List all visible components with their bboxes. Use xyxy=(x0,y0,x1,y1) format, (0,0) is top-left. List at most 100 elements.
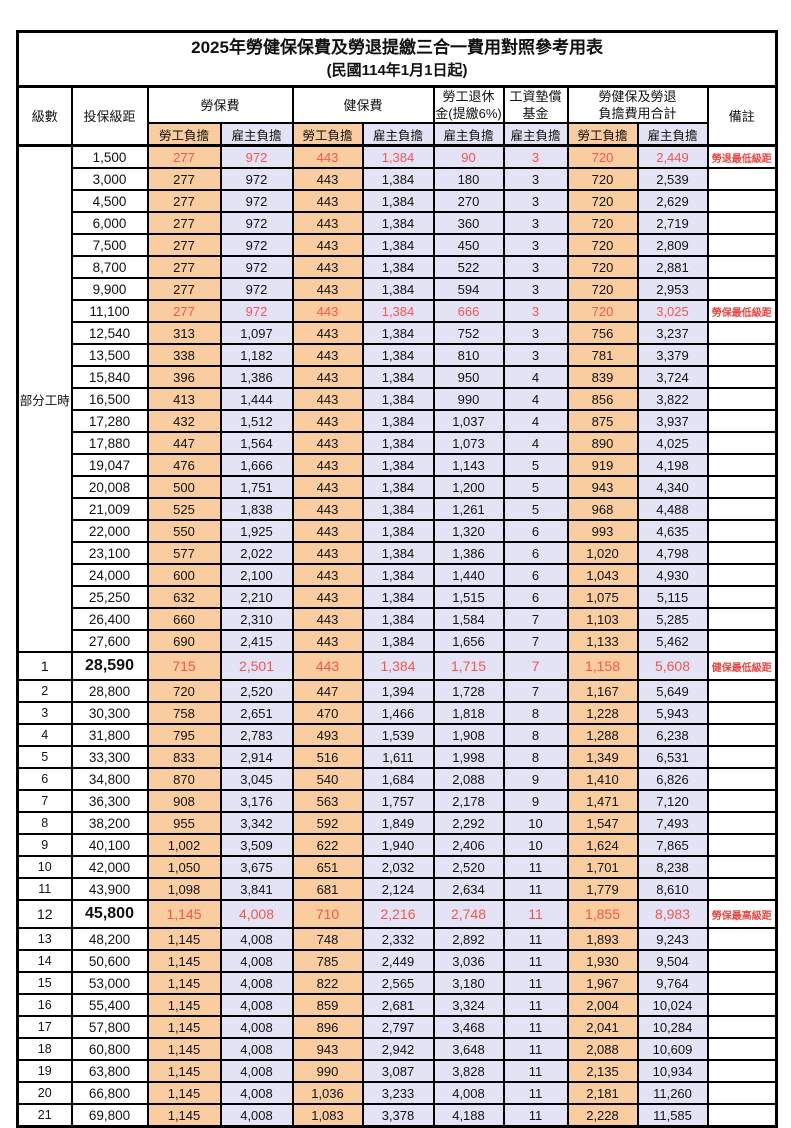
labor-employer-cell: 4,008 xyxy=(219,1081,294,1105)
pension-employer-cell: 1,715 xyxy=(432,651,505,681)
pension-employer-cell: 3,180 xyxy=(432,971,505,995)
health-employer-cell: 1,384 xyxy=(361,497,435,521)
total-employee-cell: 1,930 xyxy=(566,949,639,973)
remark-cell xyxy=(706,767,778,791)
total-employer-cell: 11,260 xyxy=(636,1081,709,1105)
remark-cell xyxy=(706,453,778,477)
remark-cell xyxy=(706,723,778,747)
labor-employee-cell: 277 xyxy=(146,277,222,301)
remark-cell xyxy=(706,833,778,857)
remark-cell xyxy=(706,497,778,521)
labor-employer-cell: 3,045 xyxy=(219,767,294,791)
remark-cell: 勞保最低級距 xyxy=(706,299,778,323)
health-employee-cell: 443 xyxy=(291,321,364,345)
remark-cell xyxy=(706,277,778,301)
fund-employer-cell: 9 xyxy=(502,789,569,813)
total-employer-cell: 5,285 xyxy=(636,607,709,631)
pension-employer-cell: 1,584 xyxy=(432,607,505,631)
health-employee-cell: 443 xyxy=(291,651,364,681)
total-employee-cell: 875 xyxy=(566,409,639,433)
table-row: 3 30,300 758 2,651 470 1,466 1,818 8 1,228 5,943 xyxy=(16,701,778,725)
pension-employer-cell: 950 xyxy=(432,365,505,389)
fund-employer-cell: 11 xyxy=(502,949,569,973)
total-employer-cell: 4,798 xyxy=(636,541,709,565)
labor-employee-cell: 396 xyxy=(146,365,222,389)
health-employee-cell: 493 xyxy=(291,723,364,747)
health-employer-cell: 2,449 xyxy=(361,949,435,973)
bracket-cell: 33,300 xyxy=(70,745,149,769)
total-employer-cell: 10,024 xyxy=(636,993,709,1017)
bracket-cell: 13,500 xyxy=(70,343,149,367)
bracket-cell: 8,700 xyxy=(70,255,149,279)
labor-employee-cell: 550 xyxy=(146,519,222,543)
health-employer-cell: 1,384 xyxy=(361,431,435,455)
bracket-cell: 24,000 xyxy=(70,563,149,587)
health-employer-cell: 2,216 xyxy=(361,899,435,929)
pension-employer-cell: 3,648 xyxy=(432,1037,505,1061)
pension-employer-cell: 2,406 xyxy=(432,833,505,857)
health-employer-cell: 1,384 xyxy=(361,321,435,345)
total-employee-cell: 756 xyxy=(566,321,639,345)
health-employer-cell: 2,942 xyxy=(361,1037,435,1061)
health-employee-cell: 1,083 xyxy=(291,1103,364,1128)
bracket-cell: 60,800 xyxy=(70,1037,149,1061)
total-employer-cell: 2,953 xyxy=(636,277,709,301)
health-employer-cell: 1,384 xyxy=(361,277,435,301)
labor-employee-cell: 1,145 xyxy=(146,949,222,973)
health-employee-cell: 785 xyxy=(291,949,364,973)
labor-employer-cell: 1,925 xyxy=(219,519,294,543)
remark-cell xyxy=(706,1059,778,1083)
subheader-total-employer: 雇主負擔 xyxy=(636,122,709,147)
fund-employer-cell: 11 xyxy=(502,1059,569,1083)
labor-employee-cell: 833 xyxy=(146,745,222,769)
subheader-total-employee: 勞工負擔 xyxy=(566,122,639,147)
total-employer-cell: 7,120 xyxy=(636,789,709,813)
health-employee-cell: 443 xyxy=(291,453,364,477)
bracket-cell: 53,000 xyxy=(70,971,149,995)
labor-employer-cell: 2,415 xyxy=(219,629,294,653)
health-employer-cell: 1,384 xyxy=(361,541,435,565)
pension-employer-cell: 1,728 xyxy=(432,679,505,703)
health-employee-cell: 443 xyxy=(291,299,364,323)
table-row: 13 48,200 1,145 4,008 748 2,332 2,892 11 1,893 9,… xyxy=(16,927,778,951)
labor-employee-cell: 577 xyxy=(146,541,222,565)
total-employee-cell: 1,349 xyxy=(566,745,639,769)
health-employer-cell: 3,087 xyxy=(361,1059,435,1083)
fund-employer-cell: 7 xyxy=(502,629,569,653)
remark-cell xyxy=(706,1081,778,1105)
labor-employee-cell: 277 xyxy=(146,144,222,169)
total-employee-cell: 1,075 xyxy=(566,585,639,609)
remark-cell xyxy=(706,431,778,455)
health-employee-cell: 748 xyxy=(291,927,364,951)
fund-employer-cell: 4 xyxy=(502,431,569,455)
total-employer-cell: 8,610 xyxy=(636,877,709,901)
table-row: 9,900 277 972 443 1,384 594 3 720 2,953 xyxy=(18,277,778,301)
labor-employee-cell: 690 xyxy=(146,629,222,653)
remark-cell xyxy=(706,745,778,769)
health-employer-cell: 1,384 xyxy=(361,585,435,609)
remark-cell xyxy=(706,585,778,609)
total-employer-cell: 10,934 xyxy=(636,1059,709,1083)
health-employer-cell: 1,384 xyxy=(361,365,435,389)
health-employer-cell: 1,539 xyxy=(361,723,435,747)
bracket-cell: 19,047 xyxy=(70,453,149,477)
subheader-health-employee: 勞工負擔 xyxy=(291,122,364,147)
total-employee-cell: 1,167 xyxy=(566,679,639,703)
remark-cell xyxy=(706,167,778,191)
labor-employee-cell: 277 xyxy=(146,189,222,213)
bracket-cell: 34,800 xyxy=(70,767,149,791)
remark-cell xyxy=(706,679,778,703)
bracket-cell: 69,800 xyxy=(70,1103,149,1128)
total-employer-cell: 2,449 xyxy=(636,144,709,169)
premium-reference-table: 2025年勞健保保費及勞退提繳三合一費用對照參考用表 (民國114年1月1日起)… xyxy=(16,30,779,1128)
remark-cell xyxy=(706,475,778,499)
table-body: 部分工時 1,500 277 972 443 1,384 90 3 720 2,449 勞退最低級距… xyxy=(16,144,778,1128)
labor-employee-cell: 1,098 xyxy=(146,877,222,901)
total-employer-cell: 6,531 xyxy=(636,745,709,769)
health-employee-cell: 651 xyxy=(291,855,364,879)
header-level: 級數 xyxy=(16,85,73,147)
remark-cell xyxy=(706,211,778,235)
health-employer-cell: 2,332 xyxy=(361,927,435,951)
health-employer-cell: 2,681 xyxy=(361,993,435,1017)
health-employee-cell: 540 xyxy=(291,767,364,791)
